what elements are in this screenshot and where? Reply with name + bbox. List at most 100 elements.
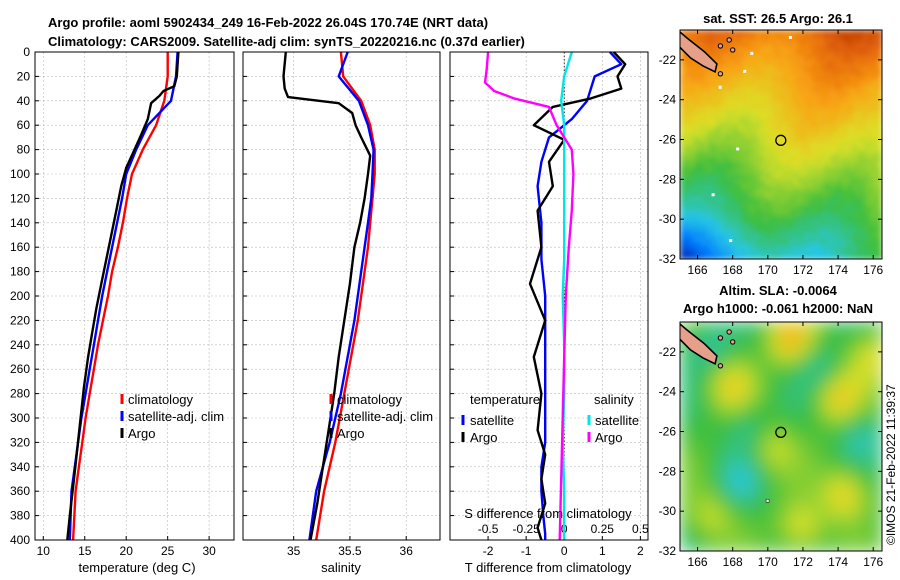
- map-cell: [760, 328, 769, 337]
- map-cell: [700, 242, 705, 247]
- map-cell: [787, 402, 796, 411]
- map-cell: [834, 70, 839, 75]
- map-cell: [861, 221, 866, 226]
- map-cell: [868, 232, 873, 237]
- map-cell: [787, 137, 792, 142]
- map-cell: [797, 77, 802, 82]
- map-cell: [841, 144, 846, 149]
- map-cell: [848, 355, 856, 364]
- map-cell: [801, 33, 806, 38]
- map-cell: [740, 208, 745, 213]
- map-cell: [730, 252, 735, 257]
- map-cell: [794, 171, 799, 176]
- map-cell: [801, 188, 806, 193]
- map-cell: [834, 218, 839, 223]
- map-cell: [831, 178, 836, 183]
- map-field: [680, 322, 882, 551]
- map-cell: [878, 215, 882, 220]
- map-cell: [727, 46, 732, 51]
- map-cell: [814, 46, 819, 51]
- map-cell: [737, 174, 742, 179]
- map-cell: [855, 191, 860, 196]
- map-cell: [841, 416, 849, 424]
- map-cell: [733, 235, 738, 240]
- map-cell: [686, 382, 695, 390]
- map-cell: [767, 188, 772, 193]
- map-cell: [720, 50, 725, 55]
- legend-label: Argo: [470, 430, 497, 445]
- map-cell: [791, 191, 796, 196]
- map-cell: [824, 90, 829, 95]
- map-cell: [828, 402, 836, 411]
- map-cell: [706, 117, 711, 122]
- map-cell: [848, 174, 853, 179]
- map-cell: [754, 252, 759, 257]
- map-cell: [844, 56, 849, 61]
- map-cell: [831, 248, 836, 253]
- map-cell: [767, 100, 772, 105]
- map-cell: [733, 40, 738, 45]
- map-cell: [834, 154, 839, 159]
- map-cell: [754, 60, 759, 65]
- map-cell: [686, 171, 691, 176]
- map-cell: [794, 70, 799, 75]
- map-cell: [868, 335, 876, 343]
- map-cell: [727, 154, 732, 159]
- map-cell: [855, 245, 860, 250]
- map-cell: [787, 77, 792, 82]
- map-cell: [858, 188, 863, 193]
- map-cell: [750, 97, 755, 102]
- map-cell: [855, 164, 860, 169]
- map-cell: [834, 184, 839, 189]
- map-cell: [838, 161, 843, 166]
- map-cell: [791, 228, 796, 233]
- map-cell: [871, 97, 876, 102]
- map-cell: [804, 134, 809, 139]
- map-cell: [717, 114, 721, 119]
- map-cell: [680, 53, 684, 58]
- map-cell: [754, 235, 759, 240]
- map-cell: [834, 53, 839, 58]
- map-cell: [767, 221, 772, 226]
- map-cell: [818, 100, 822, 105]
- map-cell: [770, 36, 775, 41]
- map-cell: [713, 389, 721, 397]
- map-cell: [781, 73, 785, 78]
- map-cell: [868, 63, 873, 68]
- map-cell: [851, 50, 856, 55]
- map-cell: [841, 107, 846, 112]
- map-cell: [740, 218, 745, 223]
- map-cell: [770, 30, 775, 34]
- map-cell: [696, 198, 701, 203]
- map-cell: [743, 168, 748, 173]
- map-cell: [834, 36, 839, 41]
- map-cell: [680, 67, 684, 72]
- map-cell: [858, 171, 863, 176]
- map-cell: [680, 151, 684, 156]
- map-cell: [720, 77, 725, 82]
- map-cell: [706, 181, 711, 186]
- map-cell: [760, 30, 765, 34]
- map-cell: [760, 235, 765, 240]
- map-cell: [683, 73, 688, 78]
- map-cell: [690, 218, 695, 223]
- map-cell: [770, 178, 775, 183]
- map-cell: [858, 211, 863, 216]
- map-cell: [865, 174, 870, 179]
- map-cell: [781, 141, 785, 146]
- map-cell: [750, 83, 755, 88]
- map-cell: [818, 107, 822, 112]
- map-cell: [703, 107, 708, 112]
- map-cell: [747, 73, 752, 78]
- map-cell: [740, 80, 745, 85]
- map-cell: [814, 205, 819, 210]
- map-cell: [831, 201, 836, 206]
- map-cell: [838, 73, 843, 78]
- map-cell: [814, 436, 822, 444]
- map-cell: [871, 131, 876, 135]
- map-cell: [824, 218, 829, 223]
- map-cell: [747, 188, 752, 193]
- map-x-tick-label: 166: [688, 263, 708, 277]
- map-cell: [801, 36, 806, 41]
- map-cell: [713, 97, 718, 102]
